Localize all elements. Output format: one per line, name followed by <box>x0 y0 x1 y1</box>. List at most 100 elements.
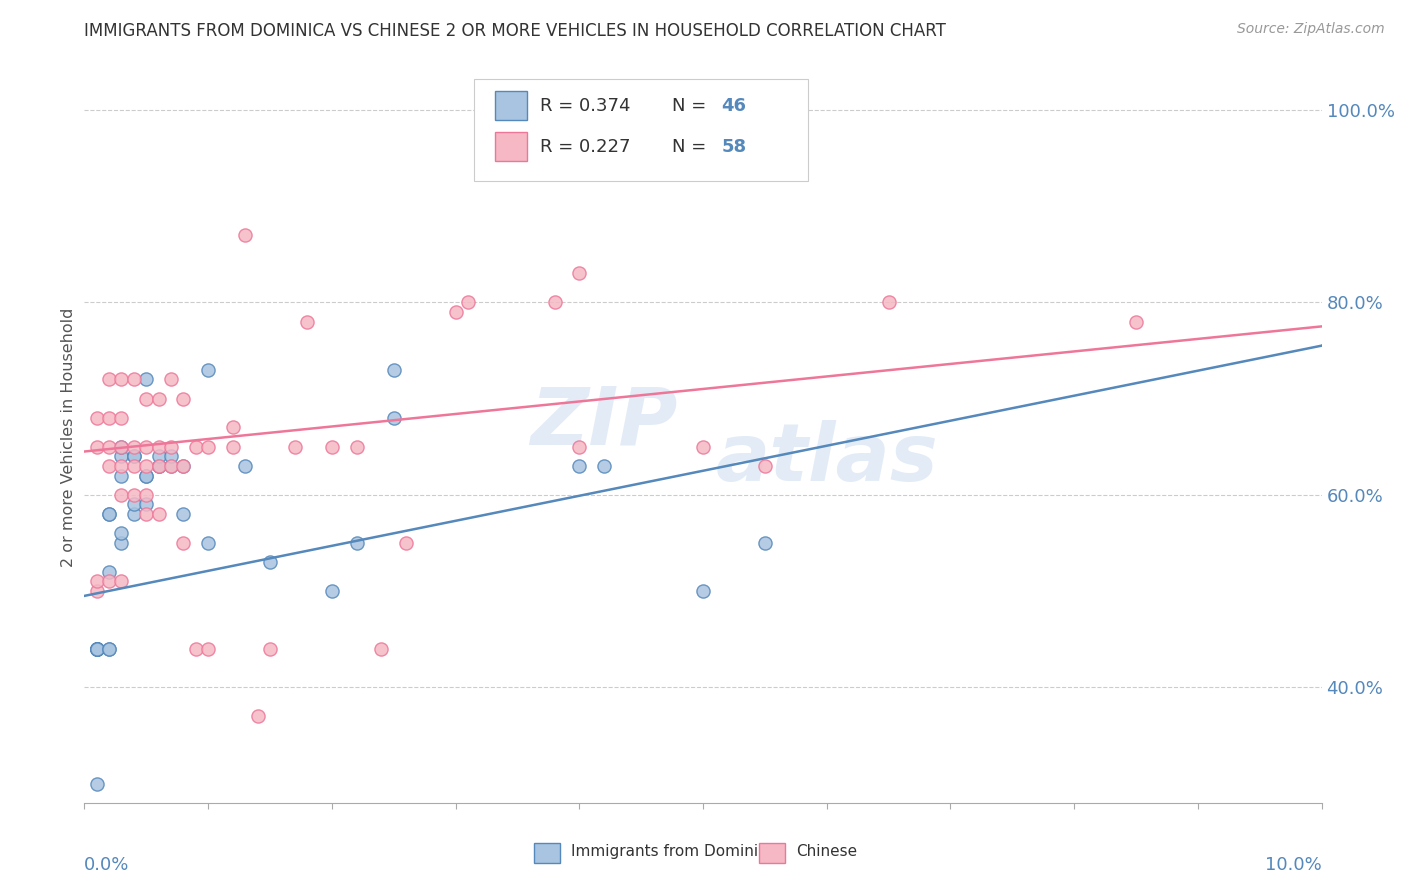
Point <box>233 458 256 473</box>
Point <box>370 641 392 656</box>
Point <box>457 295 479 310</box>
Point <box>135 440 157 454</box>
Point <box>160 458 183 473</box>
Point <box>98 507 121 521</box>
Point <box>110 574 132 589</box>
Point <box>593 458 616 473</box>
Point <box>346 536 368 550</box>
Point <box>86 641 108 656</box>
Point <box>148 458 170 473</box>
Point <box>184 641 207 656</box>
Point <box>98 641 121 656</box>
Point <box>135 458 157 473</box>
Point <box>86 574 108 589</box>
Point <box>284 440 307 454</box>
Point <box>222 440 245 454</box>
Point <box>222 420 245 434</box>
Point <box>148 450 170 464</box>
Point <box>197 440 219 454</box>
Point <box>86 641 108 656</box>
Text: R = 0.227: R = 0.227 <box>540 137 630 156</box>
Point <box>259 555 281 569</box>
Point <box>110 450 132 464</box>
Point <box>122 507 145 521</box>
Point <box>86 776 108 790</box>
Point <box>346 440 368 454</box>
FancyBboxPatch shape <box>495 132 527 161</box>
Point <box>110 410 132 425</box>
FancyBboxPatch shape <box>495 91 527 120</box>
Point <box>692 584 714 599</box>
Point <box>148 458 170 473</box>
Point <box>233 227 256 242</box>
Point <box>110 372 132 386</box>
Point <box>444 305 467 319</box>
Point <box>110 488 132 502</box>
Point <box>122 440 145 454</box>
Point <box>754 458 776 473</box>
Point <box>395 536 418 550</box>
Point <box>122 498 145 512</box>
Point <box>98 440 121 454</box>
Point <box>148 458 170 473</box>
Point <box>160 440 183 454</box>
Point <box>148 507 170 521</box>
Point <box>259 641 281 656</box>
Point <box>98 565 121 579</box>
Point <box>148 392 170 406</box>
Point <box>382 410 405 425</box>
Text: Immigrants from Dominica: Immigrants from Dominica <box>571 845 776 859</box>
Point <box>568 440 591 454</box>
Point <box>148 440 170 454</box>
Point <box>197 641 219 656</box>
Point <box>184 440 207 454</box>
Point <box>122 372 145 386</box>
Text: ZIP: ZIP <box>530 384 678 461</box>
Text: 10.0%: 10.0% <box>1265 855 1322 874</box>
Point <box>172 392 194 406</box>
Point <box>135 468 157 483</box>
Point <box>98 507 121 521</box>
Text: 46: 46 <box>721 96 747 115</box>
Point <box>321 440 343 454</box>
Point <box>110 526 132 541</box>
Point <box>321 584 343 599</box>
Text: 58: 58 <box>721 137 747 156</box>
Point <box>86 410 108 425</box>
Point <box>122 488 145 502</box>
Point <box>98 641 121 656</box>
Point <box>110 536 132 550</box>
Text: 0.0%: 0.0% <box>84 855 129 874</box>
Point <box>122 450 145 464</box>
Point <box>172 458 194 473</box>
Point <box>568 267 591 281</box>
Point <box>122 450 145 464</box>
Text: N =: N = <box>672 137 711 156</box>
Point <box>86 641 108 656</box>
Point <box>86 641 108 656</box>
Point <box>382 362 405 376</box>
Point <box>110 458 132 473</box>
Point <box>568 458 591 473</box>
Point <box>197 536 219 550</box>
Text: Chinese: Chinese <box>796 845 856 859</box>
Text: atlas: atlas <box>716 420 938 498</box>
Point <box>135 372 157 386</box>
Point <box>86 440 108 454</box>
Text: IMMIGRANTS FROM DOMINICA VS CHINESE 2 OR MORE VEHICLES IN HOUSEHOLD CORRELATION : IMMIGRANTS FROM DOMINICA VS CHINESE 2 OR… <box>84 22 946 40</box>
Point <box>172 458 194 473</box>
Text: N =: N = <box>672 96 711 115</box>
Point <box>246 709 269 723</box>
Point <box>160 450 183 464</box>
Point <box>98 458 121 473</box>
Point <box>543 295 565 310</box>
Point <box>295 315 318 329</box>
Point <box>110 440 132 454</box>
Point <box>172 507 194 521</box>
Point <box>197 362 219 376</box>
Point <box>172 536 194 550</box>
Point <box>98 372 121 386</box>
Text: Source: ZipAtlas.com: Source: ZipAtlas.com <box>1237 22 1385 37</box>
Point <box>160 372 183 386</box>
Point <box>135 468 157 483</box>
